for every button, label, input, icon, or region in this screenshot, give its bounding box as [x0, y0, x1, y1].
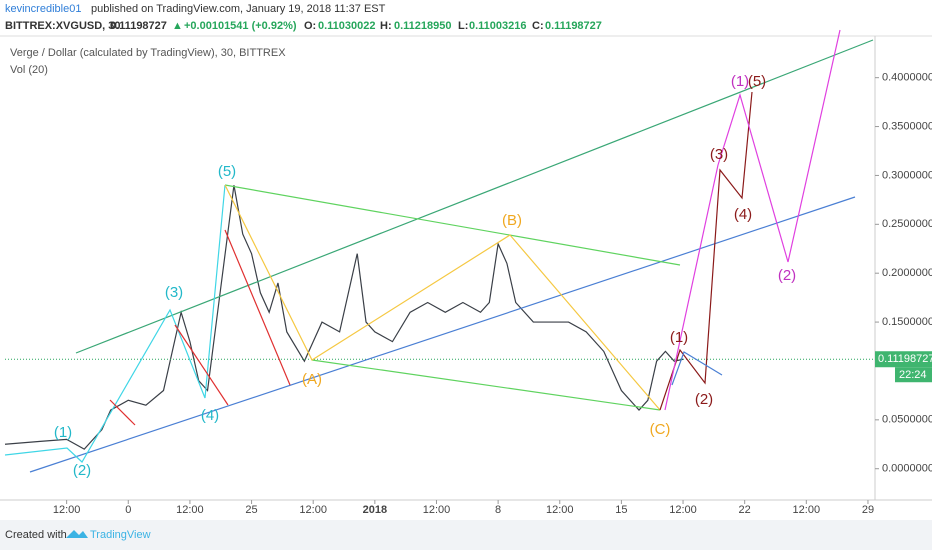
x-tick-label: 8	[495, 504, 501, 516]
impulse-wave	[4, 184, 226, 463]
c-label: C:	[532, 20, 544, 32]
last-price-label: 0.11198727	[878, 353, 932, 365]
wave-label: (2)	[778, 267, 796, 284]
triangle	[671, 351, 723, 386]
drawings	[4, 29, 874, 473]
wave-label: (A)	[302, 371, 322, 388]
last-price-tag	[875, 351, 932, 368]
abc-wave	[224, 184, 661, 411]
arrow: ▲	[172, 20, 183, 32]
wave-label: (B)	[502, 212, 522, 229]
wave-label: (2)	[695, 391, 713, 408]
chart-title: Verge / Dollar (calculated by TradingVie…	[10, 47, 286, 59]
h-label: H:	[380, 20, 392, 32]
x-tick-label: 12:00	[669, 504, 697, 516]
red-line	[109, 399, 136, 426]
published: published on TradingView.com, January 19…	[91, 3, 386, 15]
subtitle: Vol (20)	[10, 64, 48, 76]
wave-label: (2)	[73, 462, 91, 479]
wave-label: (1)	[670, 329, 688, 346]
x-tick-label: 12:00	[793, 504, 821, 516]
footer-brand[interactable]: TradingView	[90, 529, 151, 541]
l-label: L:	[458, 20, 468, 32]
x-tick-label: 12:00	[176, 504, 204, 516]
channel-upper	[75, 39, 874, 354]
logo	[66, 530, 88, 538]
projection-alt	[664, 29, 841, 411]
countdown: 22:24	[899, 369, 927, 381]
o-label: O:	[304, 20, 316, 32]
x-tick-label: 2018	[363, 504, 387, 516]
x-tick-label: 0	[125, 504, 131, 516]
h: 0.11218950	[394, 20, 452, 32]
y-tick-label: 0.40000000	[882, 72, 932, 84]
last: 0.11198727	[110, 20, 167, 32]
wedge-upper	[224, 184, 681, 266]
wave-label: (4)	[734, 206, 752, 223]
x-tick-label: 12:00	[546, 504, 574, 516]
price-line	[4, 185, 684, 450]
x-tick-label: 12:00	[299, 504, 327, 516]
wave-label: (5)	[748, 73, 766, 90]
footer-bar	[0, 520, 932, 550]
wave-label: (3)	[165, 284, 183, 301]
x-tick-label: 29	[862, 504, 874, 516]
ohlc-line: BITTREX:XVGUSD, 30 0.11198727 ▲ +0.00101…	[5, 20, 602, 32]
x-tick-label: 12:00	[53, 504, 81, 516]
channel-lower	[29, 196, 856, 473]
symbol: BITTREX:XVGUSD, 30	[5, 20, 121, 32]
x-tick-label: 12:00	[423, 504, 451, 516]
red-line	[174, 324, 229, 406]
wave-label: (1)	[731, 73, 749, 90]
x-tick-label: 22	[739, 504, 751, 516]
wave-label: (1)	[54, 424, 72, 441]
l: 0.11003216	[469, 20, 527, 32]
projection-wave	[659, 91, 753, 411]
footer-created: Created with	[5, 529, 67, 541]
wave-label: (4)	[201, 407, 219, 424]
change: +0.00101541 (+0.92%)	[184, 20, 297, 32]
wave-labels: (1) (2) (3) (4) (5) (A) (B) (C) (1) (2) …	[54, 73, 796, 479]
author: kevincredible01	[5, 3, 81, 15]
x-tick-label: 15	[615, 504, 627, 516]
red-line	[224, 229, 291, 386]
c: 0.11198727	[545, 20, 602, 32]
o: 0.11030022	[318, 20, 376, 32]
wave-label: (3)	[710, 146, 728, 163]
x-tick-label: 25	[245, 504, 257, 516]
countdown-tag	[895, 367, 932, 383]
wave-label: (C)	[650, 421, 671, 438]
wedge-lower	[311, 359, 661, 411]
wave-label: (5)	[218, 163, 236, 180]
